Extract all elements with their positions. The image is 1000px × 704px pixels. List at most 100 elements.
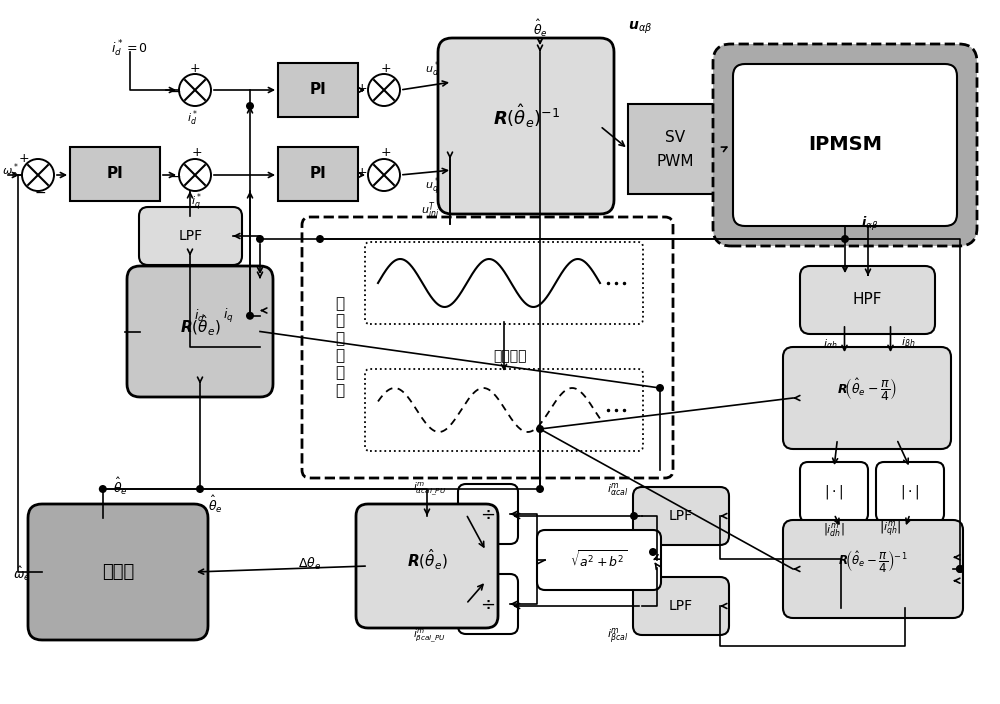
Text: SV: SV [665, 130, 686, 144]
Text: $u_{inj}^T$: $u_{inj}^T$ [421, 201, 439, 223]
FancyBboxPatch shape [356, 504, 498, 628]
Circle shape [179, 159, 211, 191]
Text: +: + [192, 146, 202, 160]
Text: LPF: LPF [178, 229, 203, 243]
Text: $\omega_e^*$: $\omega_e^*$ [2, 161, 18, 181]
Circle shape [368, 74, 400, 106]
FancyBboxPatch shape [633, 487, 729, 545]
Circle shape [256, 235, 264, 243]
Circle shape [841, 235, 849, 243]
Text: $\boldsymbol{R}(\hat{\theta}_e)^{-1}$: $\boldsymbol{R}(\hat{\theta}_e)^{-1}$ [493, 102, 559, 130]
Text: 随
机
信
号
注
入: 随 机 信 号 注 入 [335, 296, 345, 398]
Text: −: − [169, 170, 181, 184]
Text: $\boldsymbol{R}\!\left(\hat{\theta}_e-\dfrac{\pi}{4}\right)$: $\boldsymbol{R}\!\left(\hat{\theta}_e-\d… [837, 377, 897, 403]
Text: $\hat{\omega}_e$: $\hat{\omega}_e$ [13, 565, 31, 583]
Text: $\left|i_{qh}^m\right|$: $\left|i_{qh}^m\right|$ [879, 520, 901, 539]
Circle shape [246, 312, 254, 320]
Text: $i_{\alpha h}$: $i_{\alpha h}$ [823, 337, 837, 351]
Circle shape [956, 565, 964, 573]
Circle shape [22, 159, 54, 191]
FancyBboxPatch shape [365, 242, 643, 324]
Text: $\boldsymbol{u}_{\alpha\beta}$: $\boldsymbol{u}_{\alpha\beta}$ [628, 20, 652, 36]
Text: PWM: PWM [657, 153, 694, 168]
Text: $i_{\alpha cal}^m$: $i_{\alpha cal}^m$ [607, 481, 629, 498]
Circle shape [536, 425, 544, 433]
Text: −: − [169, 85, 181, 99]
Text: $|\cdot|$: $|\cdot|$ [824, 483, 844, 501]
Text: +: + [19, 153, 29, 165]
Text: $i_{\beta cal}^m$: $i_{\beta cal}^m$ [607, 626, 629, 646]
Text: $\left|i_{dh}^m\right|$: $\left|i_{dh}^m\right|$ [823, 520, 845, 537]
Circle shape [656, 384, 664, 392]
Bar [70, 147, 160, 201]
Circle shape [368, 159, 400, 191]
FancyBboxPatch shape [127, 266, 273, 397]
Text: $i_d^*=0$: $i_d^*=0$ [111, 39, 149, 59]
FancyBboxPatch shape [713, 44, 977, 246]
FancyBboxPatch shape [302, 217, 673, 478]
FancyBboxPatch shape [876, 462, 944, 522]
Text: $\sqrt{a^2+b^2}$: $\sqrt{a^2+b^2}$ [570, 549, 628, 571]
Text: $\div$: $\div$ [480, 505, 496, 523]
Text: LPF: LPF [669, 599, 693, 613]
Bar [278, 63, 358, 117]
Text: $u_d^*$: $u_d^*$ [425, 59, 439, 79]
Circle shape [536, 485, 544, 493]
Bar [628, 104, 723, 194]
Text: PI: PI [310, 82, 326, 97]
Text: $|\cdot|$: $|\cdot|$ [900, 483, 920, 501]
FancyBboxPatch shape [800, 462, 868, 522]
Circle shape [196, 485, 204, 493]
Text: −: − [34, 186, 46, 200]
Text: PI: PI [310, 167, 326, 182]
FancyBboxPatch shape [139, 207, 242, 265]
Text: $i_{\beta h}$: $i_{\beta h}$ [901, 336, 915, 352]
FancyBboxPatch shape [458, 574, 518, 634]
Text: +: + [381, 146, 391, 160]
FancyBboxPatch shape [633, 577, 729, 635]
Text: $i_{\alpha cal\_PU}^m$: $i_{\alpha cal\_PU}^m$ [413, 481, 447, 498]
Circle shape [649, 548, 657, 556]
Text: $\boldsymbol{R}(\hat{\theta}_e)$: $\boldsymbol{R}(\hat{\theta}_e)$ [180, 313, 220, 338]
Circle shape [179, 74, 211, 106]
FancyBboxPatch shape [458, 484, 518, 544]
Text: $i_{\beta cal\_PU}^m$: $i_{\beta cal\_PU}^m$ [413, 627, 447, 644]
FancyBboxPatch shape [365, 369, 643, 451]
Text: $\hat{\theta}_e$: $\hat{\theta}_e$ [208, 494, 222, 515]
Text: LPF: LPF [669, 509, 693, 523]
Text: $\boldsymbol{R}\!\left(\hat{\theta}_e-\dfrac{\pi}{4}\right)^{\!\!-1}$: $\boldsymbol{R}\!\left(\hat{\theta}_e-\d… [838, 548, 908, 574]
Circle shape [630, 512, 638, 520]
Text: $i_d^*$: $i_d^*$ [187, 108, 199, 128]
Text: +: + [381, 61, 391, 75]
Text: +: + [190, 61, 200, 75]
Text: $i_q^*$: $i_q^*$ [191, 192, 203, 214]
Text: $\boldsymbol{R}(\hat{\theta}_e)$: $\boldsymbol{R}(\hat{\theta}_e)$ [407, 548, 447, 572]
Text: $\hat{\theta}_e$: $\hat{\theta}_e$ [533, 18, 547, 39]
Circle shape [956, 565, 964, 573]
Text: $\boldsymbol{i}_{\alpha\beta}$: $\boldsymbol{i}_{\alpha\beta}$ [861, 215, 879, 233]
Text: 系统延时: 系统延时 [493, 349, 527, 363]
FancyBboxPatch shape [733, 64, 957, 226]
FancyBboxPatch shape [783, 520, 963, 618]
Text: $\div$: $\div$ [480, 595, 496, 613]
Text: $\Delta\theta_e$: $\Delta\theta_e$ [298, 556, 322, 572]
Text: PI: PI [107, 167, 123, 182]
Text: IPMSM: IPMSM [808, 135, 882, 154]
Text: 观测器: 观测器 [102, 563, 134, 581]
Text: $\hat{\theta}_e$: $\hat{\theta}_e$ [113, 475, 128, 496]
FancyBboxPatch shape [800, 266, 935, 334]
FancyBboxPatch shape [438, 38, 614, 214]
Bar [278, 147, 358, 201]
Text: +: + [357, 167, 367, 180]
FancyBboxPatch shape [537, 530, 661, 590]
Circle shape [99, 485, 107, 493]
Text: $i_q$: $i_q$ [223, 307, 233, 325]
Circle shape [246, 102, 254, 110]
Circle shape [316, 235, 324, 243]
FancyBboxPatch shape [783, 347, 951, 449]
Text: +: + [357, 82, 367, 94]
FancyBboxPatch shape [28, 504, 208, 640]
Text: $u_q^*$: $u_q^*$ [425, 176, 439, 198]
Text: $i_d$: $i_d$ [194, 308, 206, 324]
Text: HPF: HPF [853, 292, 882, 308]
